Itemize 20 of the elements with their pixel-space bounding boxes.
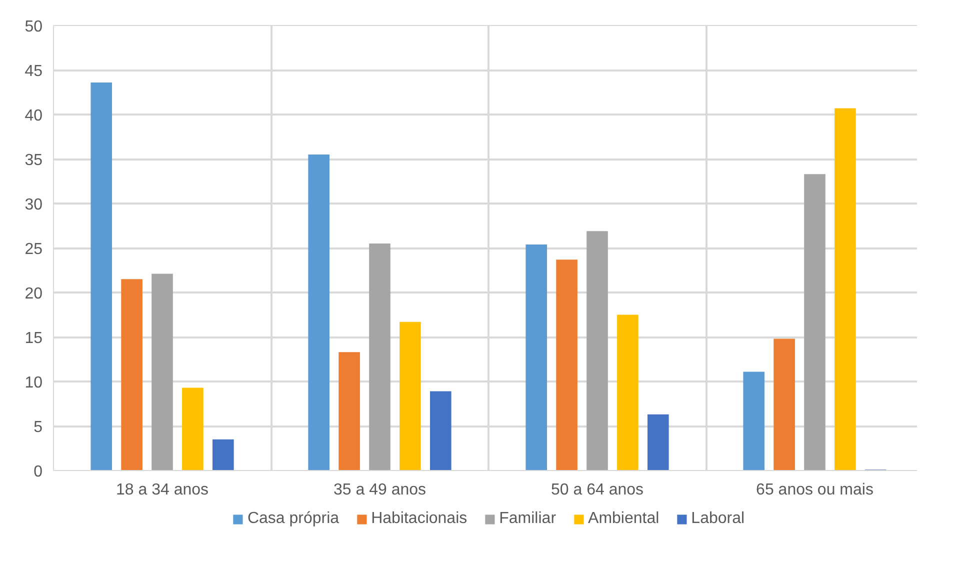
y-tick-label: 15 bbox=[24, 330, 43, 347]
y-tick-label: 30 bbox=[24, 196, 43, 214]
y-tick-label: 45 bbox=[24, 63, 43, 80]
y-tick-label: 40 bbox=[24, 108, 43, 124]
y-tick-label: 10 bbox=[24, 374, 43, 392]
y-tick-label: 35 bbox=[24, 152, 43, 169]
y-tick-label: 25 bbox=[24, 241, 43, 258]
x-tick-label: 35 a 49 anos bbox=[333, 482, 426, 498]
legend-label: Casa própria bbox=[247, 510, 340, 528]
x-tick-label: 65 anos ou mais bbox=[756, 482, 874, 498]
y-tick-label: 5 bbox=[34, 419, 43, 436]
legend-label: Ambiental bbox=[588, 510, 660, 528]
y-tick-label: 50 bbox=[24, 18, 43, 36]
y-tick-label: 20 bbox=[24, 286, 43, 302]
legend-label: Laboral bbox=[691, 510, 745, 528]
y-tick-label: 0 bbox=[34, 464, 43, 480]
legend-label: Habitacionais bbox=[371, 510, 468, 528]
legend-label: Familiar bbox=[499, 510, 556, 528]
x-tick-label: 50 a 64 anos bbox=[550, 482, 644, 498]
x-tick-label: 18 a 34 anos bbox=[116, 482, 209, 498]
